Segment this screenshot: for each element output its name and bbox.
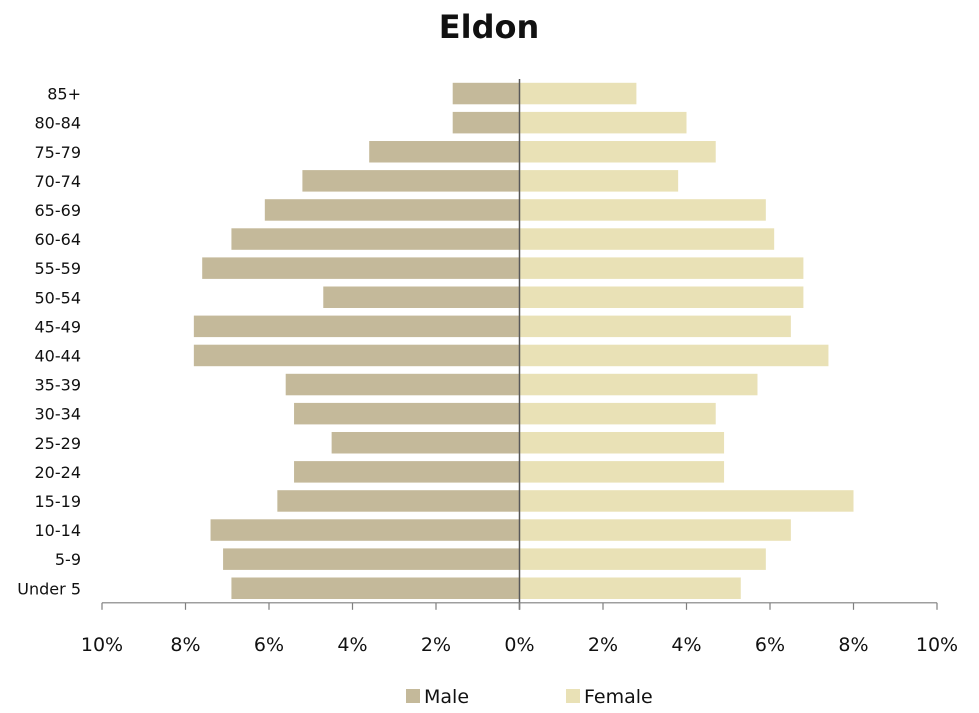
male-bar-35-39 <box>285 373 520 396</box>
age-label-40-44: 40-44 <box>35 346 82 365</box>
x-tick-label: 6% <box>254 634 284 656</box>
male-bar-10-14 <box>210 519 520 541</box>
x-tick-label: 10% <box>81 634 123 656</box>
legend: Male Female <box>406 686 653 708</box>
male-bar-under-5 <box>231 577 520 599</box>
age-label-35-39: 35-39 <box>35 376 82 395</box>
age-label-80-84: 80-84 <box>35 114 82 133</box>
male-bar-80-84 <box>452 111 520 134</box>
age-label-30-34: 30-34 <box>35 405 82 424</box>
male-bar-45-49 <box>193 315 520 338</box>
male-bar-70-74 <box>302 170 520 192</box>
male-bar-25-29 <box>331 432 520 454</box>
age-label-50-54: 50-54 <box>35 288 82 307</box>
age-label-75-79: 75-79 <box>35 143 82 162</box>
age-label-10-14: 10-14 <box>35 521 82 540</box>
female-bar-30-34 <box>519 402 716 425</box>
male-bar-40-44 <box>193 344 520 367</box>
age-label-70-74: 70-74 <box>35 172 82 191</box>
legend-female-swatch <box>566 689 580 703</box>
female-bar-80-84 <box>519 111 687 134</box>
male-bar-85-plus <box>452 82 520 105</box>
age-label-15-19: 15-19 <box>35 492 82 511</box>
male-bar-60-64 <box>231 228 520 250</box>
age-label-55-59: 55-59 <box>35 259 82 278</box>
x-axis: 10% 8% 6% 4% 2% 0% 2% 4% 6% 8% 10% <box>81 79 958 656</box>
female-bar-85-plus <box>519 82 637 105</box>
female-bar-40-44 <box>519 344 829 367</box>
x-tick-label: 2% <box>588 634 618 656</box>
female-bar-15-19 <box>519 490 854 512</box>
x-tick-label: 0% <box>504 634 534 656</box>
x-tick-label: 2% <box>421 634 451 656</box>
male-bar-50-54 <box>323 286 520 308</box>
female-bar-75-79 <box>519 141 716 163</box>
legend-female-label: Female <box>584 686 653 708</box>
male-bar-15-19 <box>277 490 520 512</box>
x-tick-label: 4% <box>337 634 367 656</box>
age-group-labels: 85+ 80-84 75-79 70-74 65-69 60-64 55-59 50-54 45… <box>17 85 81 599</box>
female-bar-under-5 <box>519 577 741 599</box>
female-bar-5-9 <box>519 548 766 570</box>
female-bar-60-64 <box>519 228 775 250</box>
male-bar-55-59 <box>202 257 520 279</box>
age-label-5-9: 5-9 <box>55 550 81 569</box>
male-bar-20-24 <box>294 461 520 483</box>
x-tick-label: 4% <box>671 634 701 656</box>
female-bar-50-54 <box>519 286 804 308</box>
male-bar-75-79 <box>369 141 520 163</box>
age-label-20-24: 20-24 <box>35 463 82 482</box>
age-label-65-69: 65-69 <box>35 201 82 220</box>
age-label-45-49: 45-49 <box>35 317 82 336</box>
x-tick-label: 8% <box>838 634 868 656</box>
x-tick-label: 8% <box>170 634 200 656</box>
age-label-under-5: Under 5 <box>17 579 81 598</box>
female-bar-10-14 <box>519 519 791 541</box>
chart-title: Eldon <box>439 8 540 46</box>
female-bar-70-74 <box>519 170 679 192</box>
male-bars <box>193 82 520 599</box>
legend-male-label: Male <box>424 686 469 708</box>
female-bars <box>519 82 854 599</box>
female-bar-25-29 <box>519 432 725 454</box>
female-bar-35-39 <box>519 373 758 396</box>
male-bar-30-34 <box>294 402 520 425</box>
age-label-85-plus: 85+ <box>47 85 81 104</box>
x-tick-label: 6% <box>755 634 785 656</box>
age-label-60-64: 60-64 <box>35 230 82 249</box>
male-bar-65-69 <box>264 199 520 221</box>
male-bar-5-9 <box>223 548 520 570</box>
legend-male-swatch <box>406 689 420 703</box>
x-tick-label: 10% <box>916 634 958 656</box>
female-bar-45-49 <box>519 315 791 338</box>
female-bar-65-69 <box>519 199 766 221</box>
female-bar-20-24 <box>519 461 725 483</box>
age-label-25-29: 25-29 <box>35 434 82 453</box>
female-bar-55-59 <box>519 257 804 279</box>
